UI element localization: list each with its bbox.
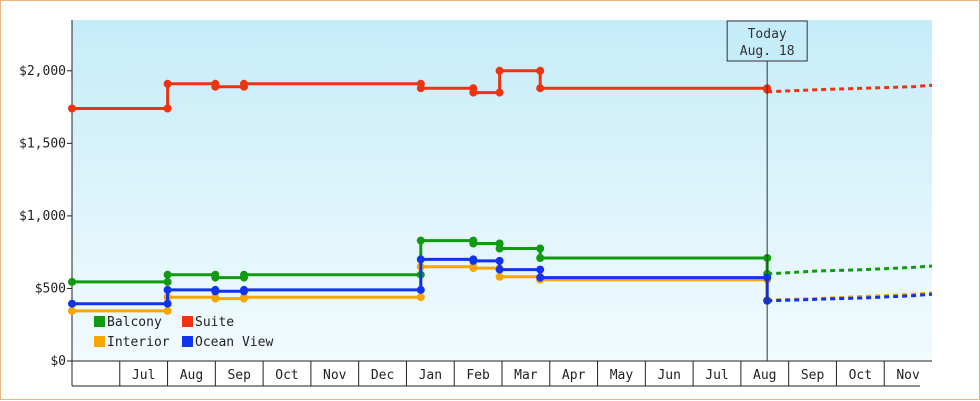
- x-tick-label: Nov: [896, 368, 920, 383]
- data-point: [163, 306, 172, 315]
- x-tick-label: Dec: [371, 368, 394, 383]
- today-box: [726, 20, 808, 62]
- data-point: [211, 273, 220, 282]
- data-point: [163, 299, 172, 308]
- data-point: [211, 82, 220, 91]
- data-point: [163, 285, 172, 294]
- legend-label: Ocean View: [195, 335, 273, 350]
- data-point: [68, 299, 76, 308]
- data-point: [240, 270, 248, 279]
- data-point: [68, 306, 76, 315]
- data-point: [240, 79, 248, 88]
- x-tick-label: Jul: [132, 368, 155, 383]
- data-point: [240, 293, 248, 302]
- x-tick-label: May: [610, 368, 634, 383]
- legend-label: Suite: [195, 315, 234, 330]
- data-point: [495, 265, 504, 274]
- x-axis: Jul Aug Sep Oct Nov Dec Jan Feb Mar Apr May Jun Jul A…: [72, 360, 932, 387]
- data-point: [495, 88, 504, 97]
- y-tick-label: $1,000: [19, 209, 66, 224]
- data-point: [536, 244, 545, 253]
- x-tick-label: Jul: [705, 368, 728, 383]
- data-point: [495, 66, 504, 75]
- y-tick-label: $1,500: [19, 136, 66, 151]
- data-point: [416, 293, 425, 302]
- data-point: [163, 79, 172, 88]
- x-tick-label: Feb: [466, 368, 490, 383]
- data-point: [536, 265, 545, 274]
- data-point: [416, 236, 425, 245]
- today-marker: Today Aug. 18: [726, 20, 808, 361]
- data-point: [536, 254, 545, 262]
- legend-swatch: [182, 316, 193, 327]
- data-point: [536, 84, 545, 93]
- data-point: [469, 239, 478, 248]
- data-point: [469, 256, 478, 265]
- legend-swatch: [94, 316, 105, 327]
- data-point: [495, 244, 504, 253]
- x-tick-label: Nov: [323, 368, 347, 383]
- data-point: [163, 270, 172, 279]
- x-tick-label: Sep: [801, 368, 825, 383]
- legend-item-interior: Interior: [94, 335, 170, 350]
- data-point: [536, 273, 545, 282]
- legend-item-ocean-view: Ocean View: [182, 335, 273, 350]
- plot-background: [72, 20, 932, 361]
- data-point: [536, 66, 545, 75]
- x-tick-label: Sep: [227, 368, 251, 383]
- data-point: [416, 255, 425, 264]
- legend-item-suite: Suite: [182, 315, 234, 330]
- y-tick-label: $0: [50, 354, 66, 369]
- legend-label: Interior: [107, 335, 170, 350]
- y-tick-label: $2,000: [19, 64, 66, 79]
- data-point: [163, 104, 172, 113]
- data-point: [240, 285, 248, 294]
- data-point: [211, 294, 220, 303]
- legend: Balcony Suite Interior Ocean View: [94, 315, 273, 350]
- data-point: [469, 88, 478, 97]
- legend-swatch: [94, 336, 105, 347]
- data-point: [495, 272, 504, 281]
- legend-item-balcony: Balcony: [94, 315, 162, 330]
- series-balcony: [68, 236, 933, 286]
- data-point: [68, 104, 76, 113]
- series-layer: [68, 66, 933, 315]
- x-tick-label: Apr: [562, 368, 586, 383]
- legend-swatch: [182, 336, 193, 347]
- x-tick-label: Jun: [657, 368, 680, 383]
- today-label: Today: [748, 27, 787, 42]
- y-axis: $0 $500 $1,000 $1,500 $2,000: [19, 20, 73, 386]
- data-point: [163, 277, 172, 286]
- x-tick-label: Aug: [753, 368, 776, 383]
- data-point: [416, 285, 425, 294]
- data-point: [495, 256, 504, 265]
- today-date: Aug. 18: [740, 44, 795, 59]
- data-point: [68, 277, 76, 286]
- data-point: [211, 287, 220, 296]
- x-tick-label: Oct: [849, 368, 872, 383]
- x-tick-label: Aug: [180, 368, 203, 383]
- x-tick-label: Oct: [275, 368, 298, 383]
- legend-label: Balcony: [107, 315, 162, 330]
- x-tick-label: Mar: [514, 368, 538, 383]
- y-tick-label: $500: [35, 281, 66, 296]
- x-tick-label: Jan: [419, 368, 442, 383]
- data-point: [416, 84, 425, 93]
- data-point: [469, 264, 478, 273]
